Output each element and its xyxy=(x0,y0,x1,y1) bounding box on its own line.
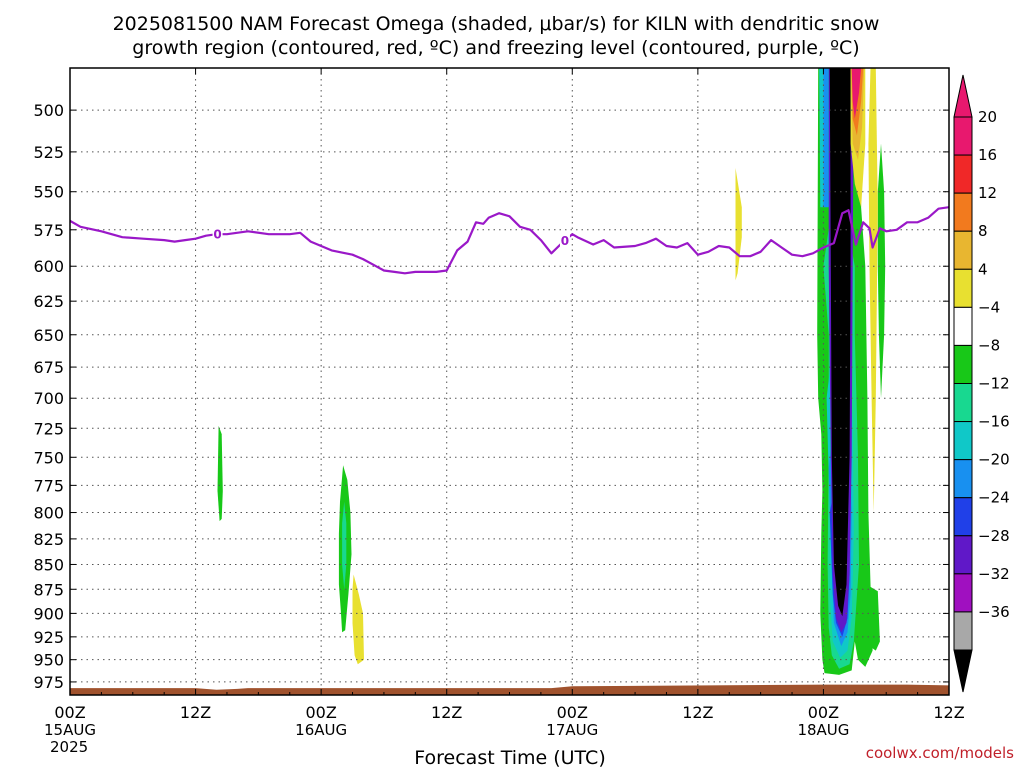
x-axis-label: Forecast Time (UTC) xyxy=(414,747,605,768)
y-tick-label-950: 950 xyxy=(33,651,64,670)
y-tick-label-925: 925 xyxy=(33,628,64,647)
colorbar-bottom-triangle xyxy=(953,649,973,693)
x-tick-label-7: 12Z xyxy=(933,703,964,722)
x-tick-label-2: 00Z xyxy=(305,703,336,722)
colorbar-box-1 xyxy=(953,154,973,194)
x-tick-label-6: 00Z xyxy=(808,703,839,722)
colorbar-box-2 xyxy=(953,192,973,232)
colorbar-box-13 xyxy=(953,611,973,651)
colorbar-box-0 xyxy=(953,116,973,156)
omega-region-8 xyxy=(868,68,878,513)
y-tick-label-725: 725 xyxy=(33,419,64,438)
freezing-label-bg-1 xyxy=(559,232,570,248)
omega-region-4 xyxy=(735,168,742,281)
colorbar-box-11 xyxy=(953,535,973,575)
x-tick-date-2: 16AUG xyxy=(295,721,347,739)
omega-region-6 xyxy=(866,584,880,651)
omega-region-19 xyxy=(822,68,829,208)
x-tick-date-6: 18AUG xyxy=(797,721,849,739)
colorbar-box-12 xyxy=(953,573,973,613)
colorbar-box-9 xyxy=(953,459,973,499)
freezing-label-bg-0 xyxy=(212,226,223,242)
omega-region-3 xyxy=(352,574,364,665)
y-tick-label-750: 750 xyxy=(33,448,64,467)
colorbar-label-6: −8 xyxy=(978,336,1000,354)
colorbar-label-5: −4 xyxy=(978,298,1000,316)
colorbar: 20 16 12 8 4 −4 −8 −12 −16 −20 −24 −28 −32 −36 xyxy=(953,74,1010,693)
colorbar-label-1: 16 xyxy=(978,146,997,164)
colorbar-label-9: −20 xyxy=(978,451,1010,469)
grid-layer xyxy=(70,68,949,695)
freezing-level-label-0: 0 xyxy=(213,228,221,242)
y-tick-label-875: 875 xyxy=(33,580,64,599)
colorbar-label-0: 20 xyxy=(978,108,997,126)
colorbar-label-8: −16 xyxy=(978,413,1010,431)
colorbar-label-10: −24 xyxy=(978,489,1010,507)
y-axis: 500 525 550 575 600 625 650 675 700 725 750 775 800 8… xyxy=(33,101,949,692)
y-tick-label-675: 675 xyxy=(33,358,64,377)
y-tick-label-600: 600 xyxy=(33,257,64,276)
credit-text: coolwx.com/models xyxy=(866,744,1014,762)
chart-title-line-2: growth region (contoured, red, ºC) and f… xyxy=(132,37,859,59)
colorbar-box-3 xyxy=(953,230,973,270)
x-tick-label-5: 12Z xyxy=(682,703,713,722)
colorbar-box-10 xyxy=(953,497,973,537)
colorbar-label-2: 12 xyxy=(978,184,997,202)
y-tick-label-775: 775 xyxy=(33,476,64,495)
y-tick-label-900: 900 xyxy=(33,604,64,623)
y-tick-label-975: 975 xyxy=(33,673,64,692)
omega-region-18 xyxy=(851,68,862,119)
plot-frame xyxy=(69,67,950,696)
colorbar-box-8 xyxy=(953,421,973,461)
omega-region-0 xyxy=(217,425,223,522)
colorbar-label-11: −28 xyxy=(978,527,1010,545)
y-tick-label-850: 850 xyxy=(33,555,64,574)
freezing-level-label-1: 0 xyxy=(561,234,569,248)
x-tick-label-0: 00Z xyxy=(54,703,85,722)
y-tick-label-625: 625 xyxy=(33,292,64,311)
colorbar-box-7 xyxy=(953,383,973,423)
colorbar-box-5 xyxy=(953,306,973,346)
y-tick-label-650: 650 xyxy=(33,326,64,345)
colorbar-label-4: 4 xyxy=(978,260,988,278)
x-tick-year-0: 2025 xyxy=(50,738,88,756)
omega-region-2 xyxy=(342,501,347,590)
colorbar-top-triangle xyxy=(953,74,973,118)
x-tick-label-4: 00Z xyxy=(557,703,588,722)
colorbar-label-7: −12 xyxy=(978,375,1010,393)
y-tick-label-550: 550 xyxy=(33,183,64,202)
chart-title-line-1: 2025081500 NAM Forecast Omega (shaded, μ… xyxy=(113,13,880,35)
x-tick-label-3: 12Z xyxy=(431,703,462,722)
colorbar-label-3: 8 xyxy=(978,222,988,240)
colorbar-box-6 xyxy=(953,344,973,384)
omega-region-14 xyxy=(829,68,851,617)
y-tick-label-825: 825 xyxy=(33,530,64,549)
freezing-level-line xyxy=(70,206,949,275)
y-tick-label-700: 700 xyxy=(33,389,64,408)
colorbar-box-4 xyxy=(953,268,973,308)
x-tick-date-4: 17AUG xyxy=(546,721,598,739)
colorbar-label-12: −32 xyxy=(978,565,1010,583)
omega-region-7 xyxy=(877,143,886,399)
y-tick-label-575: 575 xyxy=(33,221,64,240)
x-tick-date-0: 15AUG xyxy=(44,721,96,739)
omega-shading-layer xyxy=(217,68,886,675)
x-tick-label-1: 12Z xyxy=(180,703,211,722)
colorbar-label-13: −36 xyxy=(978,603,1010,621)
y-tick-label-500: 500 xyxy=(33,101,64,120)
omega-region-20 xyxy=(819,68,824,208)
y-tick-label-525: 525 xyxy=(33,143,64,162)
y-tick-label-800: 800 xyxy=(33,504,64,523)
